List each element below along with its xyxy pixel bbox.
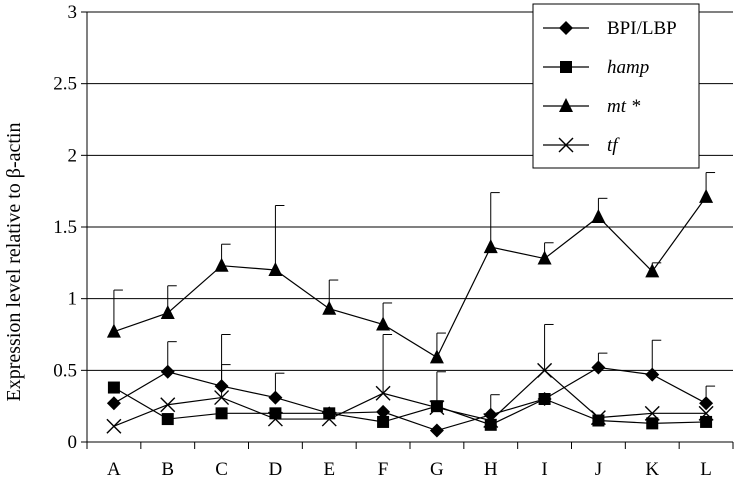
y-tick-label-6: 3 bbox=[68, 2, 78, 23]
point-mt-F bbox=[376, 316, 391, 331]
legend-box bbox=[532, 3, 700, 169]
point-tf-J bbox=[590, 410, 606, 426]
legend-marker-mt bbox=[559, 98, 573, 112]
point-mt-B bbox=[160, 305, 175, 319]
legend-marker-tf bbox=[558, 137, 574, 153]
x-tick-label-A: A bbox=[107, 459, 121, 480]
point-bpi-lbp-K bbox=[645, 367, 660, 382]
y-tick-label-4: 2 bbox=[68, 145, 78, 166]
x-tick-label-B: B bbox=[161, 459, 174, 480]
error-bars bbox=[113, 172, 716, 415]
point-bpi-lbp-A bbox=[106, 396, 121, 411]
point-bpi-lbp-L bbox=[699, 396, 714, 411]
point-hamp-H bbox=[484, 418, 497, 431]
legend-label-mt: mt * bbox=[607, 96, 641, 117]
x-tick-label-G: G bbox=[430, 459, 444, 480]
series-line-mt bbox=[113, 196, 707, 359]
point-bpi-lbp-D bbox=[268, 390, 283, 405]
series-line-hamp bbox=[113, 387, 707, 426]
point-tf-B bbox=[160, 397, 176, 413]
point-mt-E bbox=[322, 300, 337, 315]
error-bar-bpi-lbp-C bbox=[221, 334, 231, 387]
x-tick-label-E: E bbox=[323, 459, 335, 480]
point-tf-G bbox=[429, 400, 445, 416]
y-axis-label: Expression level relative to β-actin bbox=[3, 123, 25, 402]
x-tick-label-H: H bbox=[484, 459, 498, 480]
y-tick-label-1: 0.5 bbox=[53, 360, 77, 381]
point-hamp-F bbox=[377, 415, 390, 428]
error-bar-tf-I bbox=[544, 323, 554, 371]
point-tf-A bbox=[106, 418, 122, 434]
y-tick-label-2: 1 bbox=[68, 289, 78, 310]
point-mt-J bbox=[591, 208, 606, 223]
x-tick-label-K: K bbox=[645, 459, 659, 480]
y-tick-label-5: 2.5 bbox=[53, 74, 77, 95]
point-mt-C bbox=[214, 257, 229, 272]
point-mt-G bbox=[429, 349, 444, 364]
x-tick-label-I: I bbox=[541, 459, 547, 480]
series-line-bpi-lbp bbox=[113, 366, 707, 432]
x-tick-label-D: D bbox=[269, 459, 283, 480]
legend-label-tf: tf bbox=[607, 135, 620, 156]
point-hamp-J bbox=[592, 414, 605, 427]
x-ticks: A B C D E F G H I J K L bbox=[86, 442, 734, 480]
point-bpi-lbp-B bbox=[160, 364, 175, 379]
point-bpi-lbp-H bbox=[483, 407, 498, 422]
point-bpi-lbp-F bbox=[376, 404, 391, 419]
point-hamp-B bbox=[161, 413, 174, 426]
point-mt-L bbox=[699, 188, 714, 203]
point-hamp-L bbox=[700, 415, 713, 428]
point-tf-H bbox=[483, 413, 499, 428]
point-hamp-A bbox=[107, 381, 120, 394]
point-hamp-K bbox=[646, 417, 659, 430]
point-mt-I bbox=[537, 250, 552, 265]
grid-lines bbox=[87, 11, 733, 371]
error-bar-mt-A bbox=[113, 289, 123, 332]
legend-label-hamp: hamp bbox=[607, 57, 649, 78]
point-tf-C bbox=[214, 390, 230, 406]
point-tf-L bbox=[698, 405, 714, 421]
point-hamp-G bbox=[430, 400, 443, 413]
legend-label-bpi-lbp: BPI/LBP bbox=[607, 18, 677, 39]
error-bar-tf-F bbox=[382, 334, 393, 394]
point-mt-K bbox=[645, 263, 660, 278]
point-mt-H bbox=[483, 239, 498, 254]
point-tf-D bbox=[267, 411, 283, 427]
legend-marker-hamp bbox=[560, 61, 572, 73]
point-tf-I bbox=[537, 362, 553, 378]
legend-marker-bpi-lbp bbox=[559, 21, 573, 35]
point-tf-K bbox=[644, 405, 660, 421]
point-tf-F bbox=[375, 385, 391, 401]
point-bpi-lbp-G bbox=[429, 423, 444, 438]
y-ticks: 0 0.5 1 1.5 2 2.5 3 bbox=[53, 2, 87, 453]
error-bar-mt-D bbox=[274, 205, 285, 270]
point-bpi-lbp-J bbox=[591, 360, 606, 375]
y-tick-label-0: 0 bbox=[68, 432, 78, 453]
x-tick-label-J: J bbox=[595, 459, 602, 480]
series-group bbox=[106, 188, 714, 438]
x-tick-label-C: C bbox=[215, 459, 228, 480]
point-tf-E bbox=[321, 411, 337, 427]
legend: BPI/LBP hamp mt * tf bbox=[532, 3, 700, 169]
point-mt-A bbox=[106, 323, 121, 338]
point-hamp-I bbox=[538, 393, 551, 405]
error-bar-mt-H bbox=[490, 192, 500, 248]
point-mt-D bbox=[268, 262, 283, 276]
point-bpi-lbp-C bbox=[214, 379, 229, 394]
point-hamp-C bbox=[215, 407, 228, 420]
x-tick-label-L: L bbox=[700, 459, 712, 480]
x-tick-label-F: F bbox=[378, 459, 389, 480]
y-tick-label-3: 1.5 bbox=[53, 217, 77, 238]
series-line-tf bbox=[113, 369, 707, 427]
